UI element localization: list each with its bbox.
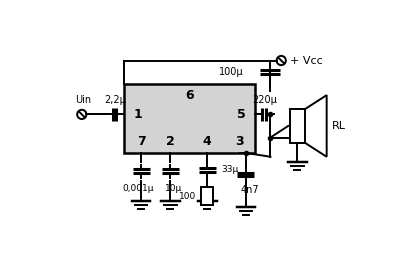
- Text: 220μ: 220μ: [252, 95, 277, 105]
- Text: 5: 5: [237, 108, 246, 121]
- Text: 2: 2: [166, 135, 175, 148]
- Text: 10μ: 10μ: [165, 184, 182, 193]
- Text: 0,001μ: 0,001μ: [122, 184, 154, 193]
- Text: Uin: Uin: [75, 95, 92, 105]
- Text: 100: 100: [179, 192, 196, 200]
- Text: 4n7: 4n7: [240, 185, 259, 195]
- Text: 4: 4: [203, 135, 212, 148]
- Text: 7: 7: [137, 135, 146, 148]
- Text: 1: 1: [134, 108, 142, 121]
- Bar: [124, 84, 255, 153]
- Bar: [290, 109, 305, 143]
- Text: 33μ: 33μ: [221, 165, 238, 174]
- Text: 3: 3: [235, 135, 244, 148]
- Text: 100μ: 100μ: [219, 67, 244, 77]
- Bar: [201, 187, 214, 205]
- Text: RL: RL: [332, 121, 346, 131]
- Text: 2,2μ: 2,2μ: [104, 95, 126, 105]
- Text: 6: 6: [185, 89, 194, 102]
- Text: + Vcc: + Vcc: [290, 56, 323, 66]
